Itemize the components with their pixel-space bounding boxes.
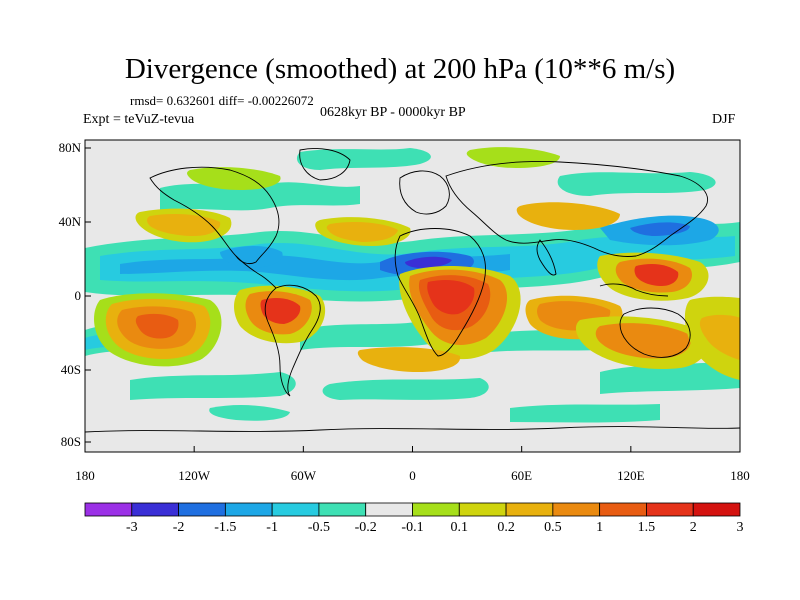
lat-tick-label: 40N — [58, 214, 81, 229]
coast-asia — [445, 161, 708, 257]
colorbar-label: -3 — [125, 520, 138, 535]
colorbar-swatch — [692, 502, 741, 517]
colorbar-label: -0.5 — [307, 520, 330, 535]
contour-pos-arctic — [466, 147, 560, 168]
contour-pos-south-pacific-2 — [699, 314, 740, 360]
coast-central-america — [235, 255, 277, 289]
stats-text: rmsd= 0.632601 diff= -0.00226072 — [130, 93, 314, 108]
contour-pos-south-ocean — [357, 347, 461, 372]
lat-tick-label: 40S — [60, 362, 81, 377]
contour-pos-north-america — [187, 167, 281, 190]
lon-tick-label: 60E — [511, 468, 533, 483]
period-label: 0628kyr BP - 0000kyr BP — [320, 105, 466, 120]
coastlines — [85, 148, 740, 433]
contour-neg-shem9 — [510, 404, 660, 423]
lat-tick-marks — [85, 147, 91, 443]
contour-pos-australia-2 — [595, 323, 691, 359]
contour-pos-maritime-3 — [634, 264, 679, 286]
colorbar-label: 2 — [689, 520, 697, 535]
colorbar-label: 1.5 — [637, 520, 656, 535]
contour-neg-shem3 — [300, 320, 446, 350]
coast-europe — [399, 170, 450, 215]
coast-australia — [619, 307, 691, 358]
lon-tick-label: 0 — [409, 468, 416, 483]
colorbar-label: 1 — [596, 520, 604, 535]
colorbar-swatch — [178, 502, 226, 517]
coast-greenland — [299, 148, 351, 181]
lon-tick-label: 120W — [178, 468, 211, 483]
lon-tick-marks — [84, 446, 741, 452]
contour-neg-shem6 — [130, 372, 296, 400]
colorbar-swatch — [131, 502, 179, 517]
contour-neg-shem5 — [600, 360, 740, 394]
contour-pos-atlantic-2 — [326, 222, 398, 242]
contour-pos-central-pacific-4 — [135, 313, 179, 339]
colorbar-swatch — [318, 502, 367, 517]
colorbar-label: -1.5 — [214, 520, 237, 535]
colorbar-swatch — [599, 502, 647, 517]
contour-neg-nhem — [160, 182, 360, 211]
contour-pos-north-pacific-2 — [147, 214, 221, 236]
contour-neg-africa-core — [405, 256, 452, 268]
lat-tick-label: 80N — [58, 140, 81, 155]
colorbar — [84, 502, 741, 517]
lon-tick-label: 180 — [75, 468, 95, 483]
lon-tick-label: 120E — [617, 468, 645, 483]
colorbar-label: 3 — [736, 520, 744, 535]
colorbar-label: 0.2 — [497, 520, 515, 535]
colorbar-label: -0.1 — [401, 520, 424, 535]
colorbar-label: -0.2 — [354, 520, 377, 535]
season-label: DJF — [712, 112, 736, 127]
colorbar-swatch — [552, 502, 601, 517]
colorbar-label: 0.5 — [544, 520, 562, 535]
contour-neg-shem8 — [209, 405, 290, 421]
lat-tick-label: 80S — [60, 434, 81, 449]
divergence-field — [85, 147, 740, 423]
lon-tick-label: 180 — [730, 468, 750, 483]
coast-antarctica — [85, 426, 740, 433]
coast-south-america — [264, 284, 321, 397]
colorbar-label: -1 — [266, 520, 278, 535]
colorbar-swatch — [365, 502, 413, 517]
coast-indonesia — [599, 283, 669, 297]
contour-pos-south-america-3 — [260, 298, 301, 324]
coast-india — [536, 239, 557, 276]
colorbar-swatch — [458, 502, 507, 517]
colorbar-swatch — [271, 502, 320, 517]
colorbar-swatch — [505, 502, 554, 517]
colorbar-swatch — [646, 502, 694, 517]
contour-neg-shem7 — [322, 378, 489, 400]
contour-neg-gulf — [220, 246, 283, 268]
lat-tick-label: 0 — [74, 288, 82, 303]
contour-pos-east-asia — [516, 202, 620, 230]
colorbar-label: 0.1 — [450, 520, 469, 535]
figure-title: Divergence (smoothed) at 200 hPa (10**6 … — [124, 53, 676, 85]
colorbar-swatch — [84, 502, 133, 517]
coast-north-america — [149, 166, 280, 265]
lon-tick-label: 60W — [290, 468, 316, 483]
colorbar-label: -2 — [172, 520, 185, 535]
colorbar-swatch — [412, 502, 460, 517]
colorbar-swatch — [224, 502, 273, 517]
contour-neg-asia — [557, 172, 716, 196]
coast-africa — [394, 228, 486, 357]
contour-neg-arctic — [296, 148, 431, 170]
contour-pos-africa-4 — [427, 280, 475, 315]
experiment-label: Expt = teVuZ-tevua — [83, 112, 195, 127]
